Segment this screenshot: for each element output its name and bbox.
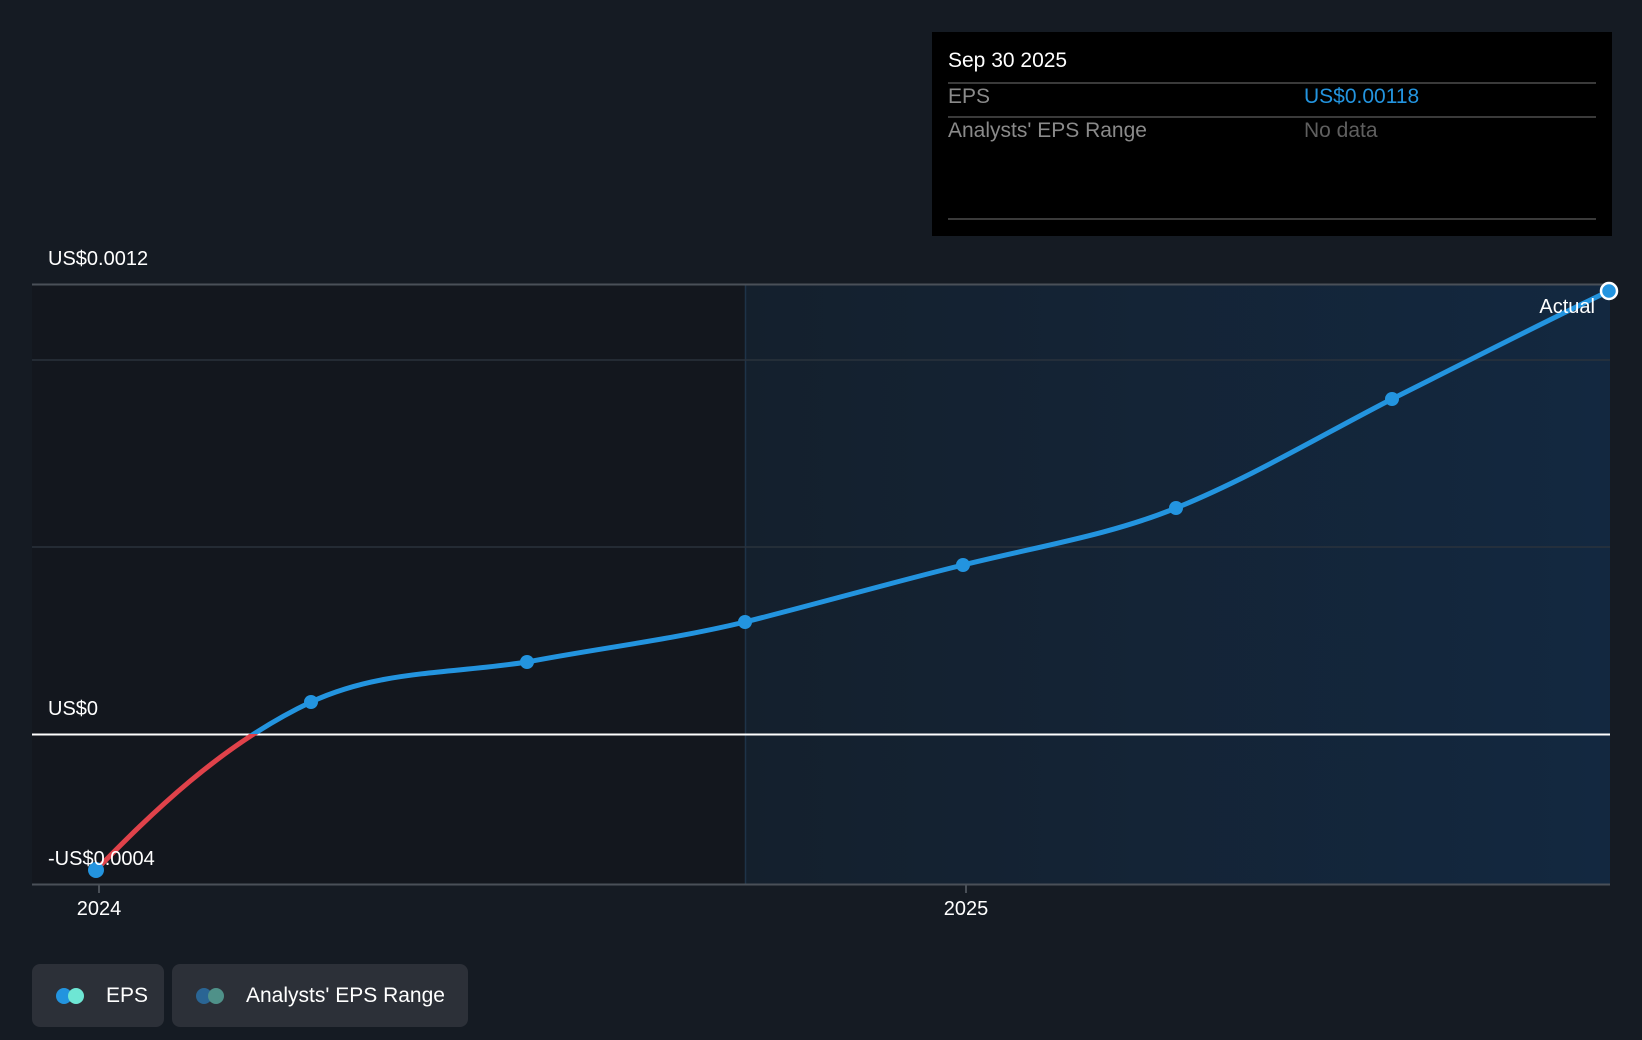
eps-legend-icon (56, 987, 86, 1004)
highlight-region (745, 284, 1610, 884)
data-point[interactable] (520, 655, 534, 669)
data-point[interactable] (738, 615, 752, 629)
tooltip: Sep 30 2025 EPS US$0.00118 Analysts' EPS… (932, 32, 1612, 236)
legend-eps-label: EPS (106, 983, 149, 1007)
divider (948, 82, 1596, 84)
past-region (32, 284, 745, 884)
divider (948, 218, 1596, 220)
legend-analysts-range-label: Analysts' EPS Range (246, 983, 445, 1007)
y-label-bottom: -US$0.0004 (48, 848, 155, 870)
legend-eps-button[interactable]: EPS (32, 964, 164, 1027)
data-point[interactable] (956, 558, 970, 572)
data-point[interactable] (304, 695, 318, 709)
tooltip-date: Sep 30 2025 (948, 49, 1068, 72)
analysts-range-legend-icon (196, 987, 226, 1004)
data-point-active[interactable] (1599, 281, 1619, 301)
tooltip-range-value: No data (1304, 119, 1378, 142)
tooltip-eps-label: EPS (948, 85, 991, 108)
x-label-2025: 2025 (943, 898, 989, 920)
actual-annotation: Actual (1539, 296, 1595, 318)
x-label-2024: 2024 (76, 898, 122, 920)
eps-points[interactable] (88, 281, 1619, 878)
divider (948, 116, 1596, 118)
legend-analysts-range-button[interactable]: Analysts' EPS Range (172, 964, 468, 1027)
y-label-top: US$0.0012 (48, 248, 149, 270)
tooltip-eps-value: US$0.00118 (1304, 85, 1420, 108)
y-label-zero: US$0 (48, 698, 99, 720)
data-point[interactable] (1385, 392, 1399, 406)
data-point[interactable] (88, 862, 104, 878)
tooltip-range-label: Analysts' EPS Range (948, 119, 1147, 142)
eps-line (93, 288, 1612, 873)
data-point[interactable] (1169, 501, 1183, 515)
